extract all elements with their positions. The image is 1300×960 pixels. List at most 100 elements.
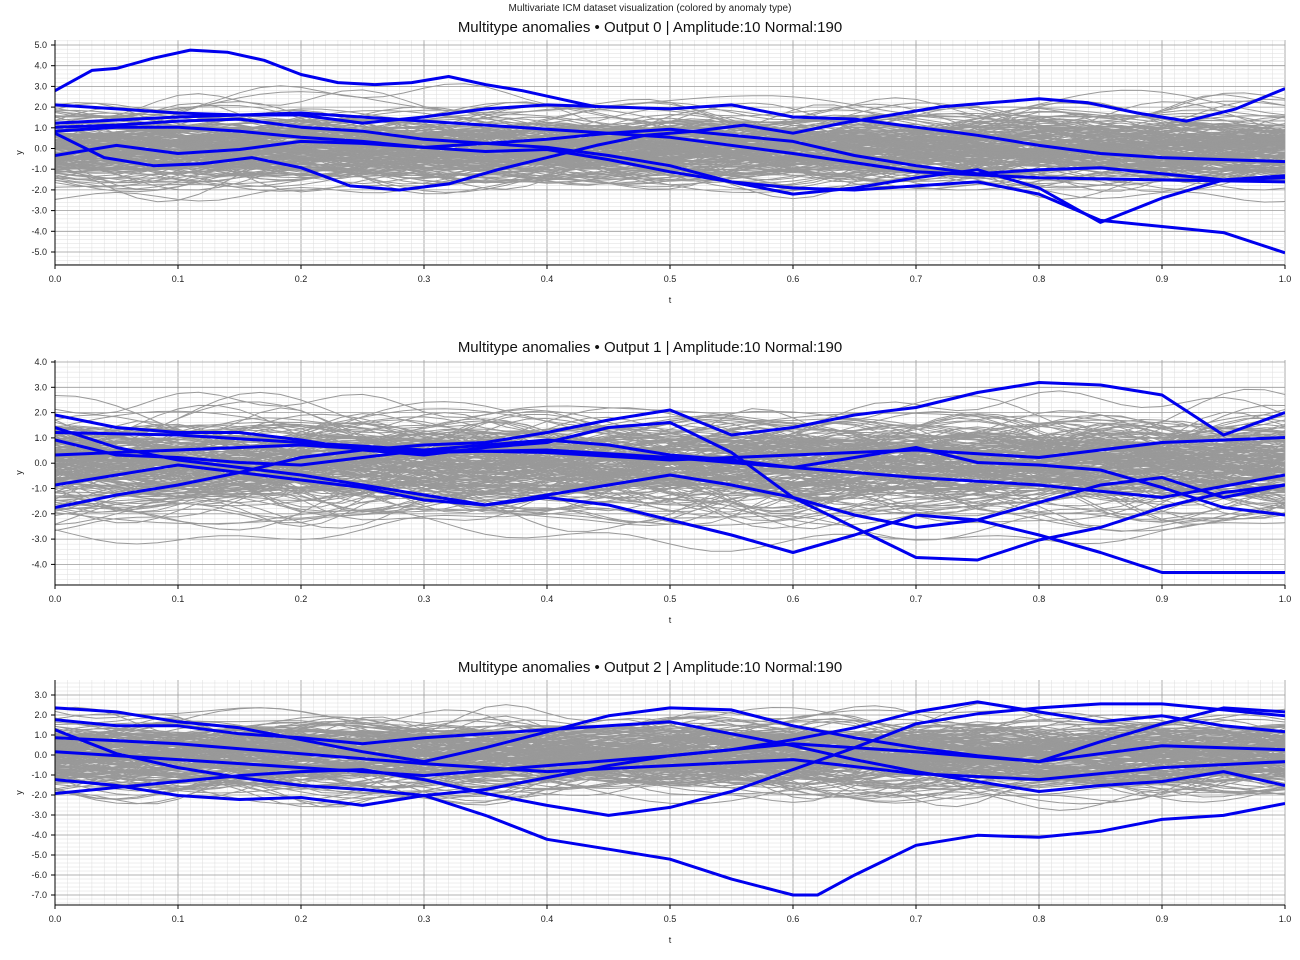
y-tick-label: 0.0 [34,144,47,154]
x-tick-label: 0.8 [1033,594,1046,604]
anomaly-curve [55,438,1285,517]
anomaly-curve [55,48,597,109]
y-tick-label: -1.0 [31,484,47,494]
anomaly-curve [55,125,1285,182]
x-tick-label: 1.0 [1279,594,1292,604]
y-tick-label: -3.0 [31,810,47,820]
anomaly-curve [55,117,1285,224]
x-tick-label: 0.9 [1156,274,1169,284]
normal-curve [55,771,1285,805]
anomaly-curve [55,443,1285,499]
x-tick-label: 0.0 [49,274,62,284]
anomaly-curve [55,381,1285,509]
x-tick-label: 0.0 [49,914,62,924]
normal-curve [55,755,1285,784]
normal-curve [55,106,1285,135]
y-axis-label: y [14,470,24,475]
x-tick-label: 1.0 [1279,914,1292,924]
anomaly-curve [55,742,1285,778]
normal-curve [55,502,1285,552]
normal-curve [55,723,1285,762]
y-tick-label: 3.0 [34,81,47,91]
anomaly-curve [55,706,1285,764]
y-tick-label: -4.0 [31,559,47,569]
x-tick-label: 0.9 [1156,594,1169,604]
normal-curve [55,150,1285,181]
subplot-title: Multitype anomalies • Output 2 | Amplitu… [458,659,842,676]
y-tick-label: 1.0 [34,433,47,443]
normal-curve [55,450,1285,487]
normal-curve [55,457,1285,497]
x-tick-label: 0.4 [541,594,554,604]
normal-curve [55,774,1285,805]
x-tick-label: 0.2 [295,914,308,924]
y-tick-label: -2.0 [31,790,47,800]
x-tick-label: 0.5 [664,914,677,924]
x-tick-label: 0.7 [910,914,923,924]
y-tick-label: -7.0 [31,890,47,900]
x-tick-label: 0.5 [664,594,677,604]
y-tick-label: 1.0 [34,730,47,740]
y-tick-label: -3.0 [31,206,47,216]
y-tick-label: -5.0 [31,247,47,257]
y-tick-label: -5.0 [31,850,47,860]
normal-curve [55,720,1285,759]
x-tick-label: 0.2 [295,594,308,604]
y-tick-label: -4.0 [31,830,47,840]
x-axis-label: t [669,615,672,625]
subplot-title: Multitype anomalies • Output 1 | Amplitu… [458,339,842,356]
x-tick-label: 0.6 [787,594,800,604]
x-tick-label: 0.8 [1033,914,1046,924]
normal-curve [55,100,1285,130]
normal-curve [55,722,1285,755]
anomaly-curve [55,111,1285,184]
x-axis-label: t [669,935,672,945]
y-axis-label: y [14,790,24,795]
y-tick-label: -2.0 [31,185,47,195]
y-tick-label: 3.0 [34,690,47,700]
anomaly-curve [55,718,1285,793]
normal-curve [55,410,1285,458]
x-tick-label: 0.6 [787,274,800,284]
y-tick-label: -1.0 [31,164,47,174]
normal-curve [55,434,1285,465]
x-tick-label: 0.3 [418,594,431,604]
y-tick-label: 4.0 [34,61,47,71]
y-tick-label: -3.0 [31,534,47,544]
normal-curve [55,116,1285,148]
normal-curve [55,129,1285,166]
y-tick-label: -6.0 [31,870,47,880]
anomaly-curve [55,426,1285,574]
y-axis-label: y [14,150,24,155]
subplot-output-1: 0.0 0.1 0.2 0.3 0.4 0.5 0.6 0.7 0.8 0.9 1.0 4.0 3.0 2… [14,339,1291,625]
x-tick-label: 0.0 [49,594,62,604]
normal-curve [55,435,1285,476]
normal-curve [55,125,1285,156]
subplot-output-0: 0.0 0.1 0.2 0.3 0.4 0.5 0.6 0.7 0.8 0.9 1.0 5.0 4.0 3… [14,19,1291,305]
normal-curve [55,729,1285,757]
x-tick-label: 0.4 [541,914,554,924]
normal-curve [55,427,1285,481]
normal-curve [55,131,1285,178]
y-tick-label: -4.0 [31,226,47,236]
normal-curve [55,480,1285,527]
y-tick-label: -1.0 [31,770,47,780]
y-tick-label: 0.0 [34,750,47,760]
y-tick-label: 4.0 [34,357,47,367]
anomaly-curve [55,413,1285,562]
normal-curve [55,140,1285,165]
normal-curve [55,501,1285,545]
y-tick-label: 2.0 [34,710,47,720]
x-tick-label: 0.5 [664,274,677,284]
subplot-output-2: 0.0 0.1 0.2 0.3 0.4 0.5 0.6 0.7 0.8 0.9 1.0 3.0 2.0 1… [14,659,1291,945]
y-tick-label: -2.0 [31,509,47,519]
normal-curve [55,472,1285,525]
anomaly-series [55,700,1285,897]
normal-curve [55,761,1285,806]
x-axis-label: t [669,295,672,305]
subplot-title: Multitype anomalies • Output 0 | Amplitu… [458,19,842,36]
anomaly-series [55,381,1285,574]
anomaly-curve [55,702,1285,817]
anomaly-curve [55,431,1285,462]
normal-curve [55,401,1285,454]
